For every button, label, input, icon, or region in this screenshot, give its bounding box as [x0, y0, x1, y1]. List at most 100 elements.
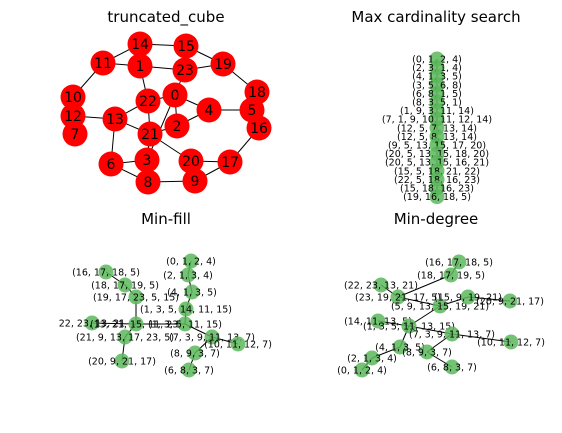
graph-node: 4	[196, 97, 222, 123]
node-circle	[184, 284, 200, 300]
node-label: 2	[173, 119, 182, 135]
node-circle	[354, 362, 370, 378]
node-label: 10	[64, 90, 82, 106]
node-circle	[419, 344, 435, 360]
graph-node: 19	[210, 51, 236, 77]
graph-node: 15	[173, 33, 199, 59]
node-circle	[392, 339, 408, 355]
graph-node: 7	[62, 121, 88, 147]
node-circle	[373, 277, 389, 293]
node-label: (2, 1, 3, 4)	[163, 271, 213, 282]
node-label: 23	[176, 63, 194, 79]
node-label: (15, 18, 16, 23)	[400, 184, 474, 195]
tree-node: (22, 23, 13, 21)	[344, 277, 418, 293]
node-label: (19, 17, 23, 5, 15)	[93, 293, 179, 304]
node-label: 0	[171, 88, 180, 104]
node-circle	[102, 106, 128, 132]
graph-node: 11	[90, 50, 116, 76]
node-label: (16, 17, 18, 5)	[425, 258, 493, 269]
node-circle	[98, 151, 124, 177]
graph-node: 6	[98, 151, 124, 177]
node-label: (20, 9, 21, 17)	[88, 357, 156, 368]
tree-node: (7, 3, 9, 11, 13, 7)	[169, 329, 255, 345]
tree-node: (4, 1, 3, 5)	[167, 284, 217, 300]
panel-min-degree: Min-degree (16, 17, 18, 5) (18, 17, 19, 5…	[337, 210, 545, 378]
node-label: (9, 5, 13, 15, 17, 20)	[388, 141, 486, 152]
node-label: (2, 3, 1, 4)	[412, 63, 462, 74]
node-circle	[172, 57, 198, 83]
node-circle	[84, 315, 100, 331]
node-circle	[503, 334, 519, 350]
node-circle	[135, 169, 161, 195]
node-circle	[98, 264, 114, 280]
graph-node: 20	[178, 148, 204, 174]
node-circle	[230, 336, 246, 352]
node-label: (0, 1, 2, 4)	[412, 55, 462, 66]
graph-node: 9	[182, 168, 208, 194]
node-label: 13	[106, 112, 124, 128]
tree-node: (23, 19, 21, 17, 5)	[355, 289, 441, 305]
node-label: (13, 21, 15, 11, 23)	[90, 320, 182, 331]
graph-node: 13	[102, 106, 128, 132]
node-label: 17	[221, 155, 239, 171]
node-label: 19	[214, 57, 232, 73]
node-label: 4	[205, 103, 214, 119]
node-label: (16, 17, 18, 5)	[72, 268, 140, 279]
graph-node: 1	[127, 53, 153, 79]
node-label: (12, 5, 8, 13, 14)	[397, 132, 477, 143]
panel-title: Min-degree	[394, 210, 479, 228]
graph-node: 0	[162, 82, 188, 108]
node-circle	[117, 329, 133, 345]
node-label: 18	[248, 85, 266, 101]
node-circle	[173, 33, 199, 59]
graph-node: 21	[137, 121, 163, 147]
graph-node: 10	[60, 84, 86, 110]
tree-node: (0, 1, 2, 4)	[166, 253, 216, 269]
node-circle	[178, 148, 204, 174]
node-label: 5	[248, 103, 257, 119]
panel-title: truncated_cube	[107, 8, 224, 27]
node-label: (7, 1, 9, 10, 11, 12, 14)	[382, 115, 492, 126]
node-label: 1	[136, 59, 145, 75]
tree-node: (15, 9, 19, 21)	[434, 289, 502, 305]
node-circle	[128, 289, 144, 305]
node-label: (1, 3, 5, 11, 15)	[148, 320, 222, 331]
node-label: (22, 5, 18, 16, 23)	[394, 175, 480, 186]
node-label: (1, 3, 5, 11, 13, 15)	[363, 322, 455, 333]
node-label: (8, 9, 3, 7)	[402, 348, 452, 359]
node-label: (5, 9, 13, 15, 19, 21)	[391, 302, 489, 313]
node-circle	[177, 316, 193, 332]
node-label: (15, 5, 18, 21, 22)	[394, 166, 480, 177]
tree-node: (1, 3, 5, 11, 13, 15)	[363, 318, 455, 334]
tree-node: (8, 9, 3, 7)	[170, 345, 220, 361]
node-circle	[135, 88, 161, 114]
node-circle	[451, 254, 467, 270]
node-circle	[502, 293, 518, 309]
graph-node: 14	[127, 31, 153, 57]
node-circle	[364, 350, 380, 366]
node-label: 8	[144, 175, 153, 191]
node-label: (20, 5, 13, 15, 16, 21)	[385, 158, 489, 169]
node-circle	[128, 316, 144, 332]
node-label: (1, 9, 3, 11, 14)	[400, 106, 474, 117]
node-label: (7, 3, 9, 11, 13, 7)	[409, 330, 495, 341]
graph-node: 22	[135, 88, 161, 114]
panel-max-cardinality-search: Max cardinality search (0, 1, 2, 4)(2, 3…	[351, 8, 521, 205]
node-label: 16	[250, 121, 268, 137]
node-label: (10, 11, 12, 7)	[477, 338, 545, 349]
node-label: (3, 5, 6, 8)	[412, 80, 462, 91]
node-circle	[246, 115, 272, 141]
node-circle	[180, 267, 196, 283]
node-label: (2, 1, 3, 4)	[347, 354, 397, 365]
graph-node: 8	[135, 169, 161, 195]
tree-node: (6, 8, 3, 7)	[427, 359, 477, 375]
graph-node: 2	[164, 113, 190, 139]
tree-node: (10, 11, 12, 7)	[477, 334, 545, 350]
tree-node: (1, 3, 5, 11, 15)	[148, 316, 222, 332]
node-label: (4, 1, 3, 5)	[167, 288, 217, 299]
node-circle	[183, 253, 199, 269]
node-circle	[217, 149, 243, 175]
tree-node: (19, 16, 18, 5)	[403, 189, 471, 205]
node-circle	[204, 329, 220, 345]
node-label: (6, 8, 3, 7)	[164, 366, 214, 377]
